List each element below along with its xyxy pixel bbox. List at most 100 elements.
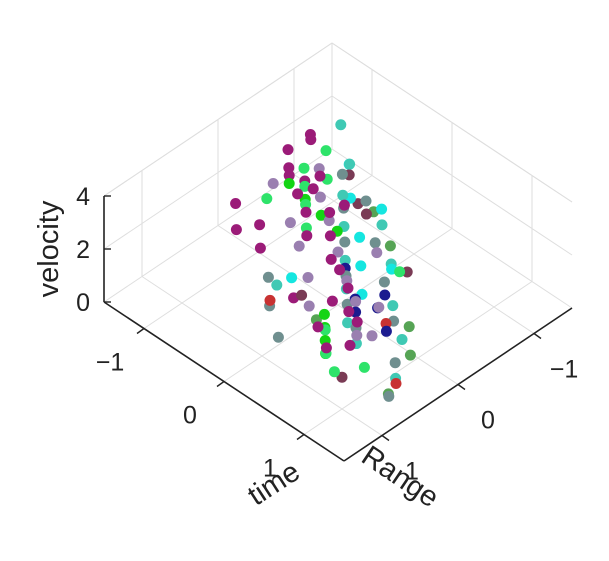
- data-point-series-10: [315, 209, 327, 221]
- data-point-series-0: [320, 342, 332, 354]
- data-point-series-7: [336, 371, 348, 383]
- axis-lines: [103, 195, 573, 462]
- data-point-series-3: [337, 189, 349, 201]
- data-point-series-5: [300, 199, 312, 210]
- data-point-series-0: [282, 144, 294, 156]
- data-point-series-3: [342, 317, 354, 329]
- data-point-series-2: [383, 390, 395, 402]
- data-point-series-0: [312, 321, 324, 333]
- tick-labels: −1 0 1 1 0 −1 0 2 4: [76, 183, 578, 486]
- data-point-series-5: [299, 180, 311, 192]
- floor-grid-line: [141, 276, 383, 436]
- data-point-series-0: [314, 170, 326, 182]
- data-point-series-0: [230, 224, 242, 236]
- y-tick-label: 0: [481, 407, 495, 435]
- box-edge: [103, 42, 333, 197]
- data-point-series-5: [358, 361, 370, 373]
- data-point-series-2: [262, 271, 274, 283]
- data-point-series-0: [254, 219, 266, 231]
- data-point-series-1: [302, 272, 314, 283]
- grid-lines: [103, 42, 573, 436]
- data-point-series-0: [283, 162, 295, 174]
- data-point-series-1: [350, 296, 362, 308]
- data-point-series-1: [373, 301, 385, 313]
- data-point-series-3: [387, 300, 399, 312]
- data-point-series-1: [351, 329, 363, 341]
- data-point-series-4: [376, 203, 388, 215]
- data-point-series-4: [286, 272, 298, 284]
- data-point-series-0: [301, 230, 313, 242]
- x-axis-label: time: [242, 456, 305, 513]
- data-point-series-0: [324, 206, 336, 218]
- y-tick-label: −1: [550, 356, 579, 384]
- data-point-series-0: [343, 306, 355, 318]
- data-point-series-8: [404, 349, 416, 361]
- wall-grid-line: [331, 148, 573, 309]
- z-tick-label: 2: [76, 236, 90, 264]
- data-point-series-6: [380, 325, 392, 337]
- wall-grid-line: [331, 95, 573, 256]
- data-point-series-2: [339, 236, 351, 248]
- x-tick-mark: [296, 433, 305, 441]
- x-tick-label: 0: [183, 402, 197, 430]
- data-point-series-0: [325, 253, 337, 265]
- data-point-series-0: [230, 198, 242, 209]
- data-point-series-0: [300, 206, 312, 218]
- data-point-series-0: [292, 188, 304, 200]
- data-point-series-5: [298, 162, 310, 174]
- data-point-series-4: [354, 231, 366, 243]
- data-point-series-8: [403, 321, 415, 333]
- data-point-series-3: [376, 219, 388, 231]
- data-point-series-0: [283, 170, 295, 182]
- data-point-series-0: [342, 282, 354, 294]
- data-point-series-1: [284, 217, 296, 229]
- floor-grid-line: [293, 174, 535, 334]
- data-point-series-6: [379, 289, 391, 301]
- data-point-series-2: [272, 331, 284, 343]
- y-tick-mark: [381, 434, 390, 442]
- y-axis-label: Range: [356, 440, 445, 514]
- x-tick-label: −1: [96, 349, 125, 377]
- data-point-series-1: [332, 246, 344, 258]
- data-point-series-5: [261, 193, 273, 205]
- data-point-series-0: [254, 242, 266, 254]
- data-point-series-2: [360, 195, 372, 207]
- data-point-series-2: [389, 357, 401, 369]
- data-point-series-0: [324, 230, 336, 242]
- data-point-series-1: [293, 240, 305, 252]
- data-point-series-9: [380, 318, 392, 330]
- data-point-series-0: [338, 199, 350, 211]
- data-point-series-1: [314, 191, 326, 203]
- data-point-series-1: [303, 300, 315, 312]
- data-point-series-9: [264, 294, 276, 306]
- data-point-series-10: [283, 178, 295, 189]
- x-tick-label: 1: [263, 455, 277, 483]
- data-point-series-2: [369, 237, 381, 249]
- wall-grid-line: [103, 95, 333, 250]
- data-point-series-10: [318, 308, 330, 320]
- data-point-series-1: [323, 215, 335, 227]
- data-point-series-3: [396, 333, 408, 345]
- axis-labels: time Range velocity: [33, 200, 444, 514]
- z-axis-label: velocity: [33, 200, 65, 297]
- x-tick-mark: [136, 327, 145, 335]
- data-point-series-8: [384, 240, 396, 252]
- data-point-series-0: [305, 134, 317, 146]
- data-point-series-1: [366, 330, 378, 342]
- data-point-series-3: [339, 254, 351, 266]
- data-point-series-5: [394, 266, 406, 278]
- data-point-series-3: [271, 279, 283, 291]
- data-point-series-9: [390, 378, 402, 389]
- data-point-series-1: [371, 247, 383, 259]
- data-point-series-0: [307, 183, 319, 195]
- data-point-series-0: [351, 316, 363, 328]
- data-point-series-0: [344, 339, 356, 351]
- data-point-series-5: [320, 145, 332, 157]
- data-point-series-4: [355, 260, 367, 272]
- z-tick-label: 4: [76, 183, 90, 211]
- data-point-series-3: [335, 119, 347, 131]
- z-tick-label: 0: [76, 289, 90, 317]
- data-point-series-7: [360, 208, 372, 220]
- data-point-series-0: [334, 264, 346, 276]
